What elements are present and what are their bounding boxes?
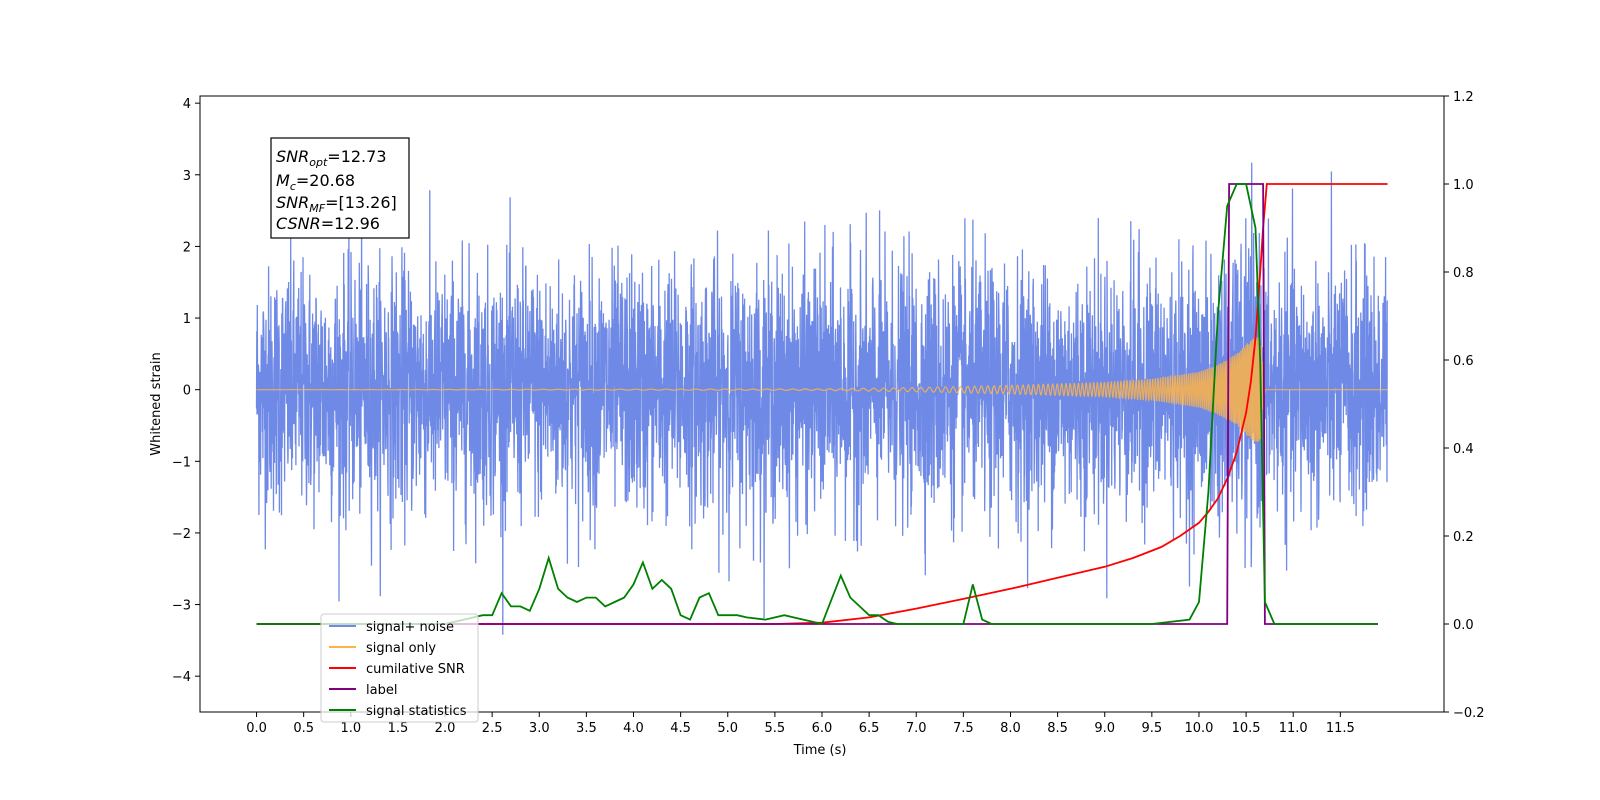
y-left-tick-label: 2 — [183, 240, 191, 255]
x-tick-label: 7.0 — [906, 721, 927, 736]
x-axis-label: Time (s) — [793, 743, 847, 758]
y-right-tick-label: −0.2 — [1453, 706, 1485, 721]
y-left-tick-label: 0 — [183, 384, 191, 399]
legend-label: cumilative SNR — [366, 662, 465, 677]
legend: signal+ noise signal only cumilative SNR la… — [320, 613, 479, 723]
y-right-tick-label: 0.8 — [1453, 266, 1474, 281]
y-axis-label: Whitened strain — [149, 352, 164, 455]
series-signal-statistics — [256, 183, 1378, 626]
x-tick-label: 9.0 — [1094, 721, 1115, 736]
y-left-tick-label: 3 — [183, 169, 191, 184]
y-left-tick-label: −2 — [172, 527, 191, 542]
x-axis: 0.0 0.5 1.0 1.5 2.0 2.5 3.0 3.5 4.0 4.5 5.0 5.5 6.0 6… — [246, 712, 1355, 736]
y-left-tick-label: −3 — [172, 599, 191, 614]
y-right-tick-label: 0.2 — [1453, 530, 1474, 545]
info-box: SNRopt=12.73 Mc=20.68 SNRMF=[13.26] CSNR… — [270, 137, 410, 239]
y-left-tick-label: 1 — [183, 312, 191, 327]
x-tick-label: 6.0 — [812, 721, 833, 736]
x-tick-label: 3.5 — [576, 721, 597, 736]
info-mc: Mc=20.68 — [276, 171, 355, 193]
x-tick-label: 5.5 — [765, 721, 786, 736]
x-tick-label: 1.0 — [340, 721, 361, 736]
x-tick-label: 2.0 — [435, 721, 456, 736]
y-left-tick-label: −4 — [172, 670, 191, 685]
x-tick-label: 10.5 — [1232, 721, 1261, 736]
x-tick-label: 7.5 — [953, 721, 974, 736]
x-tick-label: 2.5 — [482, 721, 503, 736]
y-axis-left: −4 −3 −2 −1 0 1 2 3 4 — [172, 97, 200, 685]
plot-area — [255, 162, 1389, 635]
x-tick-label: 5.0 — [717, 721, 738, 736]
legend-box — [320, 613, 479, 723]
x-tick-label: 10.0 — [1184, 721, 1213, 736]
x-tick-label: 11.0 — [1279, 721, 1308, 736]
y-right-tick-label: 1.0 — [1453, 178, 1474, 193]
y-right-tick-label: 1.2 — [1453, 90, 1474, 105]
x-tick-label: 8.5 — [1047, 721, 1068, 736]
series-signal-noise — [255, 162, 1389, 635]
x-tick-label: 0.5 — [293, 721, 314, 736]
x-tick-label: 8.0 — [1000, 721, 1021, 736]
series-signal-only — [256, 337, 1388, 442]
y-right-tick-label: 0.4 — [1453, 442, 1474, 457]
x-tick-label: 11.5 — [1326, 721, 1355, 736]
series-cumilative-snr — [256, 183, 1388, 625]
x-tick-label: 6.5 — [859, 721, 880, 736]
y-right-tick-label: 0.0 — [1453, 618, 1474, 633]
info-snr-opt: SNRopt=12.73 — [276, 147, 387, 169]
x-tick-label: 3.0 — [529, 721, 550, 736]
legend-label: signal+ noise — [366, 620, 454, 635]
info-csnr: CSNR=12.96 — [276, 214, 380, 233]
x-tick-label: 9.5 — [1142, 721, 1163, 736]
legend-label: label — [366, 683, 397, 698]
y-right-tick-label: 0.6 — [1453, 354, 1474, 369]
y-left-tick-label: 4 — [183, 97, 191, 112]
x-tick-label: 0.0 — [246, 721, 267, 736]
legend-label: signal only — [366, 641, 436, 656]
x-tick-label: 4.5 — [670, 721, 691, 736]
y-left-tick-label: −1 — [172, 455, 191, 470]
y-axis-right: −0.2 0.0 0.2 0.4 0.6 0.8 1.0 1.2 — [1444, 90, 1485, 721]
legend-label: signal statistics — [366, 704, 467, 719]
info-snr-mf: SNRMF=[13.26] — [276, 193, 397, 215]
x-tick-label: 4.0 — [623, 721, 644, 736]
x-tick-label: 1.5 — [388, 721, 409, 736]
